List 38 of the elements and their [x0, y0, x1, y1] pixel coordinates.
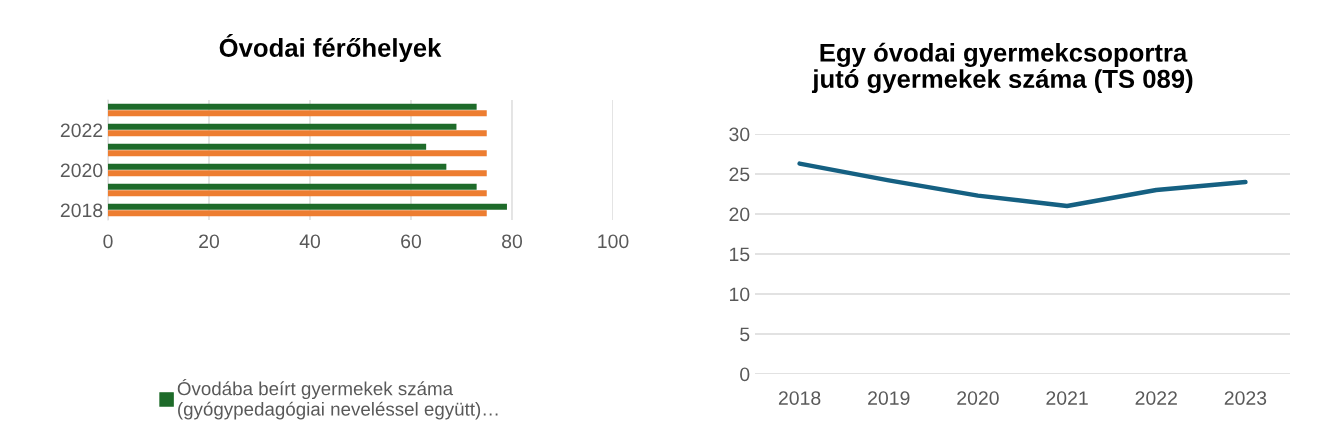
- x-tick-label: 2019: [868, 391, 910, 405]
- x-tick-label: 80: [502, 234, 523, 249]
- x-tick-label: 100: [598, 234, 629, 249]
- x-tick-label: 2018: [778, 391, 821, 405]
- bar: [108, 103, 477, 110]
- x-tick-label: 2021: [1046, 391, 1088, 405]
- x-tick-label: 2023: [1224, 391, 1267, 405]
- y-tick-label: 2018: [60, 203, 103, 218]
- bar: [108, 143, 427, 150]
- y-tick-label: 20: [729, 207, 750, 222]
- chart-title: Egy óvodai gyermekcsoportra jutó gyermekek száma (TS 089): [811, 42, 1193, 94]
- line-series: [797, 161, 1248, 209]
- x-tick-label: 60: [401, 234, 422, 249]
- x-tick-label: 2022: [1135, 391, 1177, 405]
- y-tick-label: 15: [730, 247, 750, 262]
- x-tick-label: 0: [103, 234, 113, 249]
- bar: [108, 203, 507, 210]
- bar: [108, 183, 477, 190]
- y-tick-label: 5: [740, 327, 750, 342]
- x-tick-label: 20: [199, 234, 220, 249]
- chart-title: Óvodai férőhelyek: [219, 33, 442, 63]
- x-tick-label: 40: [299, 234, 321, 249]
- y-tick-label: 0: [740, 367, 750, 382]
- bar: [108, 110, 487, 117]
- y-tick-label: 30: [729, 127, 750, 142]
- bar: [108, 210, 487, 217]
- bar: [108, 170, 487, 177]
- bar: [108, 150, 487, 157]
- bar: [108, 190, 487, 197]
- bar: [108, 163, 447, 170]
- y-tick-label: 2022: [60, 123, 103, 138]
- bar: [108, 123, 457, 130]
- x-tick-label: 2020: [957, 391, 999, 405]
- legend-label: Óvodába beírt gyermekek száma (gyógypedagógiai neveléssel együtt)…: [177, 378, 498, 420]
- y-tick-label: 25: [729, 167, 750, 182]
- bar: [108, 130, 487, 137]
- y-tick-label: 2020: [60, 163, 103, 178]
- y-tick-label: 10: [730, 287, 750, 302]
